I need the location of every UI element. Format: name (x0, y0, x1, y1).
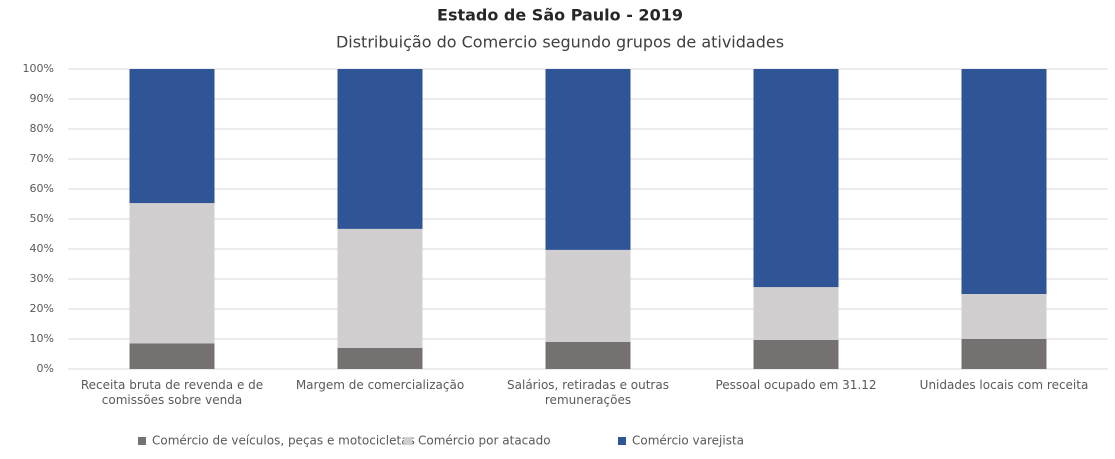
y-tick-label: 30% (30, 272, 54, 285)
legend-label: Comércio de veículos, peças e motociclet… (152, 434, 415, 448)
x-tick-label: Margem de comercialização (295, 378, 465, 392)
bar-segment (961, 339, 1047, 369)
bar-segment (129, 69, 215, 204)
bar-segment (545, 342, 631, 369)
bar-segment (961, 69, 1047, 294)
y-tick-label: 60% (30, 182, 54, 195)
bar-segment (545, 69, 631, 250)
y-tick-label: 40% (30, 242, 54, 255)
bar-segment (337, 228, 423, 348)
legend-label: Comércio varejista (632, 434, 744, 448)
bar-segment (337, 348, 423, 369)
y-tick-label: 0% (37, 362, 54, 375)
bar-segment (753, 69, 839, 288)
bar-segment (129, 203, 215, 344)
y-tick-label: 100% (23, 62, 54, 75)
y-tick-label: 10% (30, 332, 54, 345)
legend-swatch (404, 437, 412, 445)
bar-segment (129, 343, 215, 369)
bar-segment (545, 249, 631, 342)
x-tick-label: Pessoal ocupado em 31.12 (715, 378, 877, 392)
chart-title: Estado de São Paulo - 2019 (437, 6, 683, 25)
chart-subtitle: Distribuição do Comercio segundo grupos … (336, 33, 784, 52)
legend-swatch (618, 437, 626, 445)
y-tick-label: 20% (30, 302, 54, 315)
legend-label: Comércio por atacado (418, 434, 551, 448)
y-tick-label: 50% (30, 212, 54, 225)
y-tick-label: 70% (30, 152, 54, 165)
bar-segment (753, 287, 839, 340)
x-tick-label: Unidades locais com receita (919, 378, 1089, 392)
bar-segment (753, 339, 839, 369)
y-tick-label: 80% (30, 122, 54, 135)
bar-segment (337, 69, 423, 229)
legend-swatch (138, 437, 146, 445)
x-tick-label: Salários, retiradas e outras remuneraçõe… (507, 378, 669, 407)
x-tick-label: Receita bruta de revenda e de comissões … (80, 378, 264, 407)
y-tick-label: 90% (30, 92, 54, 105)
bar-segment (961, 294, 1047, 339)
